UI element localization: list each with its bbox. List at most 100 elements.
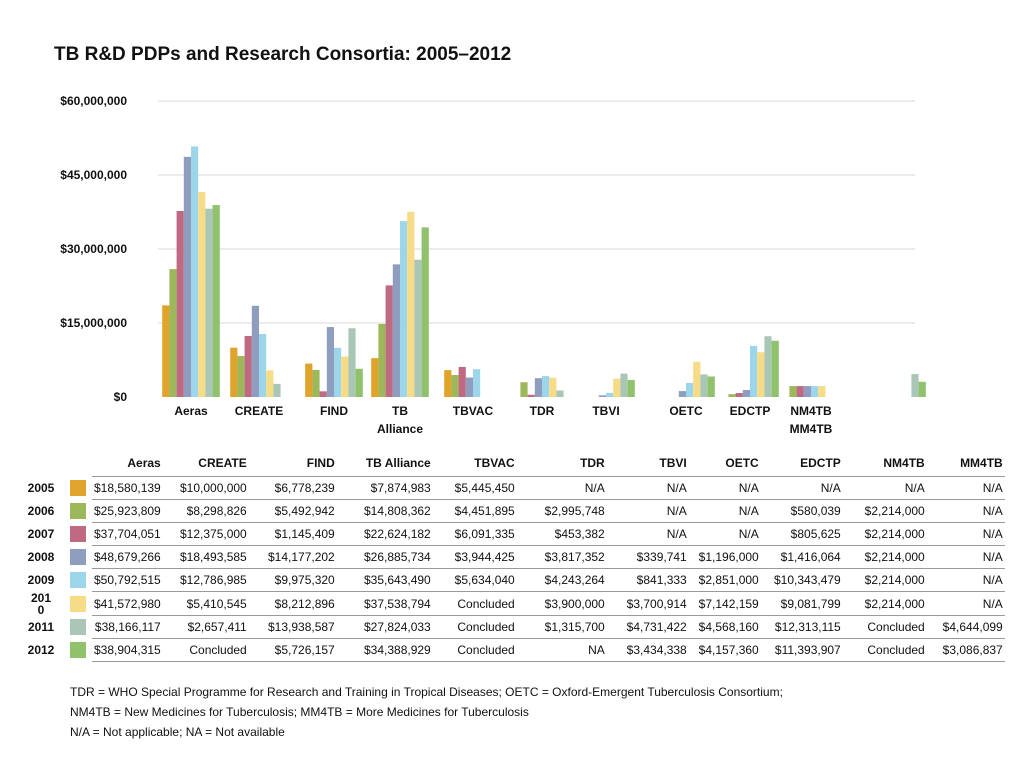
- table-cell: $34,388,929: [336, 638, 433, 662]
- table-cell: N/A: [606, 499, 689, 523]
- table-cell: N/A: [688, 476, 761, 500]
- legend-cell: [62, 477, 92, 500]
- table-cell: $18,493,585: [162, 545, 249, 569]
- table-cell: $14,808,362: [336, 499, 433, 523]
- table-cell: $48,679,266: [92, 545, 163, 569]
- table-cell: $8,298,826: [162, 499, 249, 523]
- legend-swatch: [70, 549, 86, 565]
- bar-aeras-2007: [176, 210, 184, 397]
- bar-find-2007: [319, 391, 327, 397]
- bar-tbvac-2005: [444, 370, 452, 397]
- table-cell: $18,580,139: [92, 476, 163, 500]
- legend-cell: [62, 592, 92, 616]
- table-cell: $12,313,115: [760, 615, 843, 639]
- table-cell: Concluded: [432, 615, 517, 639]
- table-cell: $2,214,000: [842, 499, 927, 523]
- bar-tbvac-2008: [465, 377, 473, 397]
- table-cell: $5,410,545: [162, 591, 249, 616]
- bar-tbvac-2006: [451, 375, 459, 397]
- year-label: 2009: [27, 573, 55, 587]
- table-cell: $9,975,320: [248, 568, 337, 592]
- bar-aeras-2008: [183, 156, 191, 397]
- table-cell: $37,704,051: [92, 522, 163, 546]
- bar-edctp-2010: [757, 352, 765, 397]
- bar-tbvi-2012: [627, 380, 635, 397]
- bar-tbvi-2010: [613, 378, 621, 397]
- table-cell: $4,157,360: [688, 638, 761, 662]
- table-cell: $27,824,033: [336, 615, 433, 639]
- year-label: 201 0: [30, 590, 52, 617]
- legend-swatch: [70, 595, 86, 612]
- bar-find-2005: [305, 363, 313, 397]
- bar-tdr-2006: [520, 382, 528, 397]
- table-cell: $841,333: [606, 568, 689, 592]
- table-cell: $10,000,000: [162, 476, 249, 500]
- table-header-spacer: [20, 452, 62, 477]
- table-row: 2005 $18,580,139 $10,000,000 $6,778,239 $7,8…: [20, 476, 1005, 500]
- bar-tb-alliance-2005: [371, 358, 379, 397]
- table-cell: N/A: [926, 499, 1005, 523]
- table-cell: $8,212,896: [248, 591, 337, 616]
- x-tick-label: CREATE: [235, 404, 283, 418]
- legend-swatch: [70, 642, 86, 658]
- bar-tbvi-2009: [606, 392, 614, 397]
- table-cell: $7,874,983: [336, 476, 433, 500]
- table-cell: $41,572,980: [92, 591, 163, 616]
- bar-tbvi-2008: [598, 395, 606, 397]
- table-cell: N/A: [516, 476, 607, 500]
- bar-oetc-2009: [686, 382, 694, 397]
- bar-create-2009: [259, 333, 267, 397]
- bar-create-2007: [244, 335, 252, 397]
- table-cell: $38,904,315: [92, 638, 163, 662]
- table-row: 2012 $38,904,315 Concluded $5,726,157 $34,38…: [20, 638, 1005, 662]
- table-cell: $2,851,000: [688, 568, 761, 592]
- bar-find-2009: [334, 347, 342, 397]
- y-tick-label: $60,000,000: [60, 94, 127, 108]
- bar-tdr-2009: [542, 376, 550, 397]
- bar-chart: $0 $15,000,000 $30,000,000 $45,000,000 $60,0…: [60, 94, 926, 436]
- year-label: 2005: [27, 481, 55, 495]
- x-tick-label: Aeras: [174, 404, 208, 418]
- legend-cell: [62, 616, 92, 639]
- table-cell: $26,885,734: [336, 545, 433, 569]
- y-tick-label: $15,000,000: [60, 316, 127, 330]
- table-cell: $6,091,335: [432, 522, 517, 546]
- year-label: 2007: [27, 527, 55, 541]
- column-header-find: FIND: [306, 456, 335, 470]
- table-cell: Concluded: [842, 638, 927, 662]
- table-cell: $4,568,160: [688, 615, 761, 639]
- table-cell: $5,445,450: [432, 476, 517, 500]
- chart-title: TB R&D PDPs and Research Consortia: 2005…: [54, 44, 512, 65]
- column-header-mm4tb: MM4TB: [960, 456, 1003, 470]
- legend-swatch: [70, 572, 86, 588]
- table-cell: N/A: [606, 476, 689, 500]
- table-row: 2006 $25,923,809 $8,298,826 $5,492,942 $14,8…: [20, 499, 1005, 523]
- table-cell: $339,741: [606, 545, 689, 569]
- y-tick-label: $45,000,000: [60, 168, 127, 182]
- bar-mm4tb-2011: [911, 374, 919, 397]
- bar-tbvac-2009: [473, 369, 481, 397]
- legend-swatch: [70, 480, 86, 496]
- bar-create-2005: [230, 347, 238, 397]
- bar-tb-alliance-2011: [414, 259, 422, 397]
- column-header-tdr: TDR: [580, 456, 605, 470]
- year-label: 2011: [27, 620, 55, 634]
- table-cell: $6,778,239: [248, 476, 337, 500]
- table-cell: $12,786,985: [162, 568, 249, 592]
- x-tick-label: MM4TB: [790, 422, 833, 436]
- bar-create-2011: [273, 383, 281, 397]
- table-cell: N/A: [842, 476, 927, 500]
- column-header-tbvi: TBVI: [659, 456, 687, 470]
- table-cell: NA: [516, 638, 607, 662]
- legend-cell: [62, 500, 92, 523]
- table-cell: N/A: [688, 522, 761, 546]
- year-label: 2006: [27, 504, 55, 518]
- column-header-tb-alliance: TB Alliance: [365, 456, 431, 470]
- year-label: 2012: [27, 643, 55, 657]
- x-tick-label: TBVI: [592, 404, 619, 418]
- data-table: Aeras CREATE FIND TB Alliance TBVAC TDR TBVI OE…: [20, 452, 1005, 662]
- table-cell: N/A: [760, 476, 843, 500]
- legend-cell: [62, 523, 92, 546]
- table-cell: $1,315,700: [516, 615, 607, 639]
- footnote-1: TDR = WHO Special Programme for Research…: [70, 685, 783, 699]
